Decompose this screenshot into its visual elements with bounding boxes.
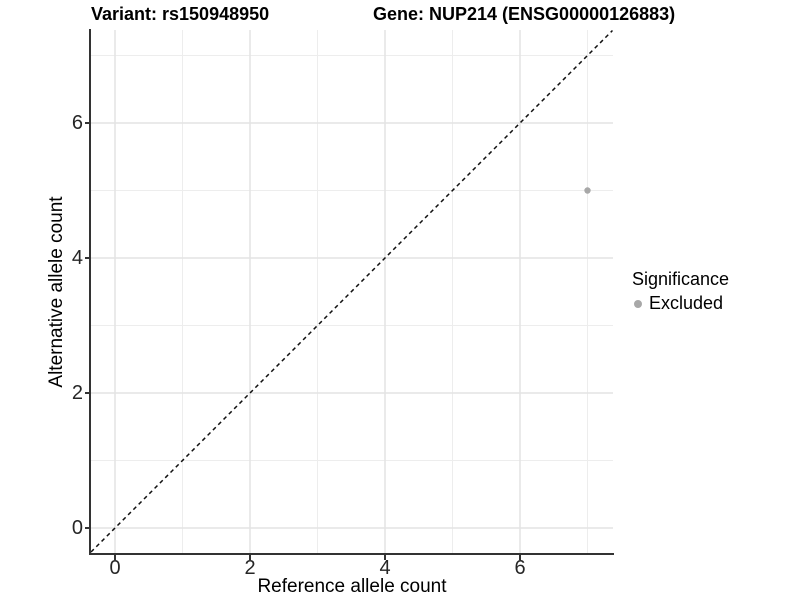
x-tick-label: 4 [379,557,391,579]
legend: Significance Excluded [626,269,796,314]
legend-title: Significance [632,269,730,289]
data-point [584,187,591,194]
panel-canvas [91,30,613,553]
y-axis-line [89,29,91,555]
y-tick-label: 0 [71,517,83,539]
y-tick-label: 4 [71,247,83,269]
identity-dashed-line [91,30,613,553]
y-tick-label: 2 [71,382,83,404]
x-tick-label: 0 [109,557,121,579]
x-tick-mark [114,555,116,560]
legend-key-dot-icon [634,299,642,308]
x-tick-mark [519,555,521,560]
legend-items: Excluded [626,293,796,314]
x-tick-label: 6 [514,557,526,579]
y-axis-title: Alternative allele count [46,196,67,388]
y-tick-mark [85,122,90,124]
plot-title-variant: Variant: rs150948950 [91,4,270,24]
y-tick-mark [85,257,90,259]
x-tick-mark [384,555,386,560]
y-tick-mark [85,392,90,394]
plot-panel [91,30,613,553]
x-axis-line [89,553,614,555]
x-tick-mark [249,555,251,560]
plot-title-gene: Gene: NUP214 (ENSG00000126883) [373,4,676,24]
x-axis-title: Reference allele count [257,576,447,597]
y-tick-mark [85,527,90,529]
legend-item-label: Excluded [649,293,724,313]
y-tick-label: 6 [71,112,83,134]
legend-item: Excluded [626,293,796,314]
x-tick-label: 2 [244,557,256,579]
